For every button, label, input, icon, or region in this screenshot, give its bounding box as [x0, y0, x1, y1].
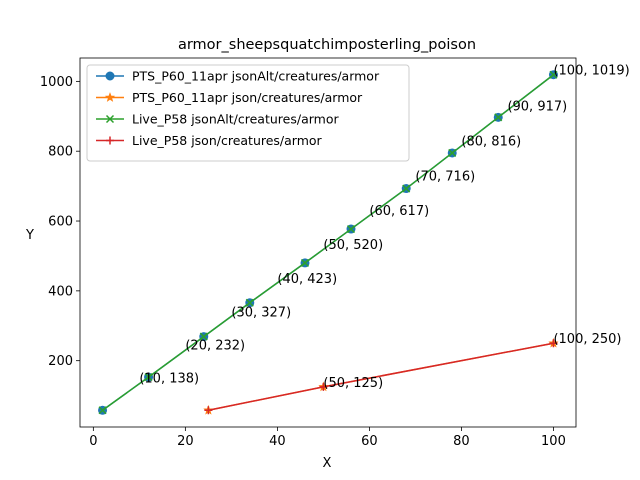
data-label: (70, 716): [415, 170, 475, 185]
legend-label: PTS_P60_11apr jsonAlt/creatures/armor: [132, 69, 380, 84]
data-point-x: [549, 70, 558, 79]
data-point-x: [300, 258, 310, 267]
data-label: (30, 327): [231, 305, 291, 320]
data-label: (100, 1019): [553, 64, 629, 79]
x-tick-label: 0: [89, 434, 97, 449]
data-label: (60, 617): [369, 204, 429, 219]
series-3: [98, 70, 558, 415]
legend-item: PTS_P60_11apr jsonAlt/creatures/armor: [96, 69, 380, 84]
x-tick-label: 20: [177, 434, 194, 449]
data-point-circle: [105, 71, 115, 81]
x-tick-label: 60: [361, 434, 378, 449]
data-point-plus: [549, 339, 558, 348]
series-4: [204, 339, 558, 415]
legend-box: [86, 64, 410, 162]
y-tick-label: 1000: [40, 75, 73, 90]
data-point-plus: [106, 136, 114, 145]
legend-label: Live_P58 jsonAlt/creatures/armor: [132, 112, 339, 127]
chart-title: armor_sheepsquatchimposterling_poison: [178, 37, 476, 53]
legend-label: Live_P58 json/creatures/armor: [132, 133, 323, 148]
data-label: (50, 520): [323, 238, 383, 253]
data-point-x: [346, 225, 356, 234]
y-tick-label: 200: [48, 354, 73, 369]
legend-item: PTS_P60_11apr json/creatures/armor: [96, 90, 363, 105]
data-point-x: [98, 406, 107, 415]
data-point-x: [245, 298, 254, 307]
data-point-x: [199, 332, 208, 341]
data-point-x: [448, 148, 457, 157]
data-label: (10, 138): [139, 371, 199, 386]
data-label: (50, 125): [323, 376, 383, 391]
y-axis-label: Y: [25, 228, 34, 243]
legend-label: PTS_P60_11apr json/creatures/armor: [132, 90, 363, 105]
y-tick-label: 800: [48, 145, 73, 160]
data-label: (20, 232): [185, 339, 245, 354]
data-label: (100, 250): [553, 332, 621, 347]
data-point-x: [494, 113, 503, 122]
y-tick-label: 400: [48, 284, 73, 299]
data-point-star: [104, 92, 116, 102]
legend-item: Live_P58 json/creatures/armor: [96, 133, 323, 148]
data-point-x: [144, 373, 153, 382]
data-point-plus: [319, 382, 328, 391]
y-tick-label: 600: [48, 215, 73, 230]
data-label: (80, 816): [461, 135, 521, 150]
plot-area: 0 20 40 60 80 100 200 400 600 800 1000 (10, 138) (20…: [40, 57, 630, 449]
legend: PTS_P60_11apr jsonAlt/creatures/armor PTS…: [86, 64, 410, 162]
data-label: (40, 423): [277, 272, 337, 287]
legend-item: Live_P58 jsonAlt/creatures/armor: [96, 112, 339, 127]
data-label: (90, 917): [507, 99, 567, 114]
data-point-x: [402, 184, 411, 193]
axes-frame: [79, 57, 577, 428]
series-line: [102, 74, 554, 411]
x-axis-label: X: [323, 456, 332, 471]
data-point-plus: [204, 406, 213, 415]
x-tick-label: 40: [269, 434, 286, 449]
x-tick-label: 80: [453, 434, 470, 449]
data-point-x: [105, 114, 115, 124]
x-tick-label: 100: [541, 434, 566, 449]
